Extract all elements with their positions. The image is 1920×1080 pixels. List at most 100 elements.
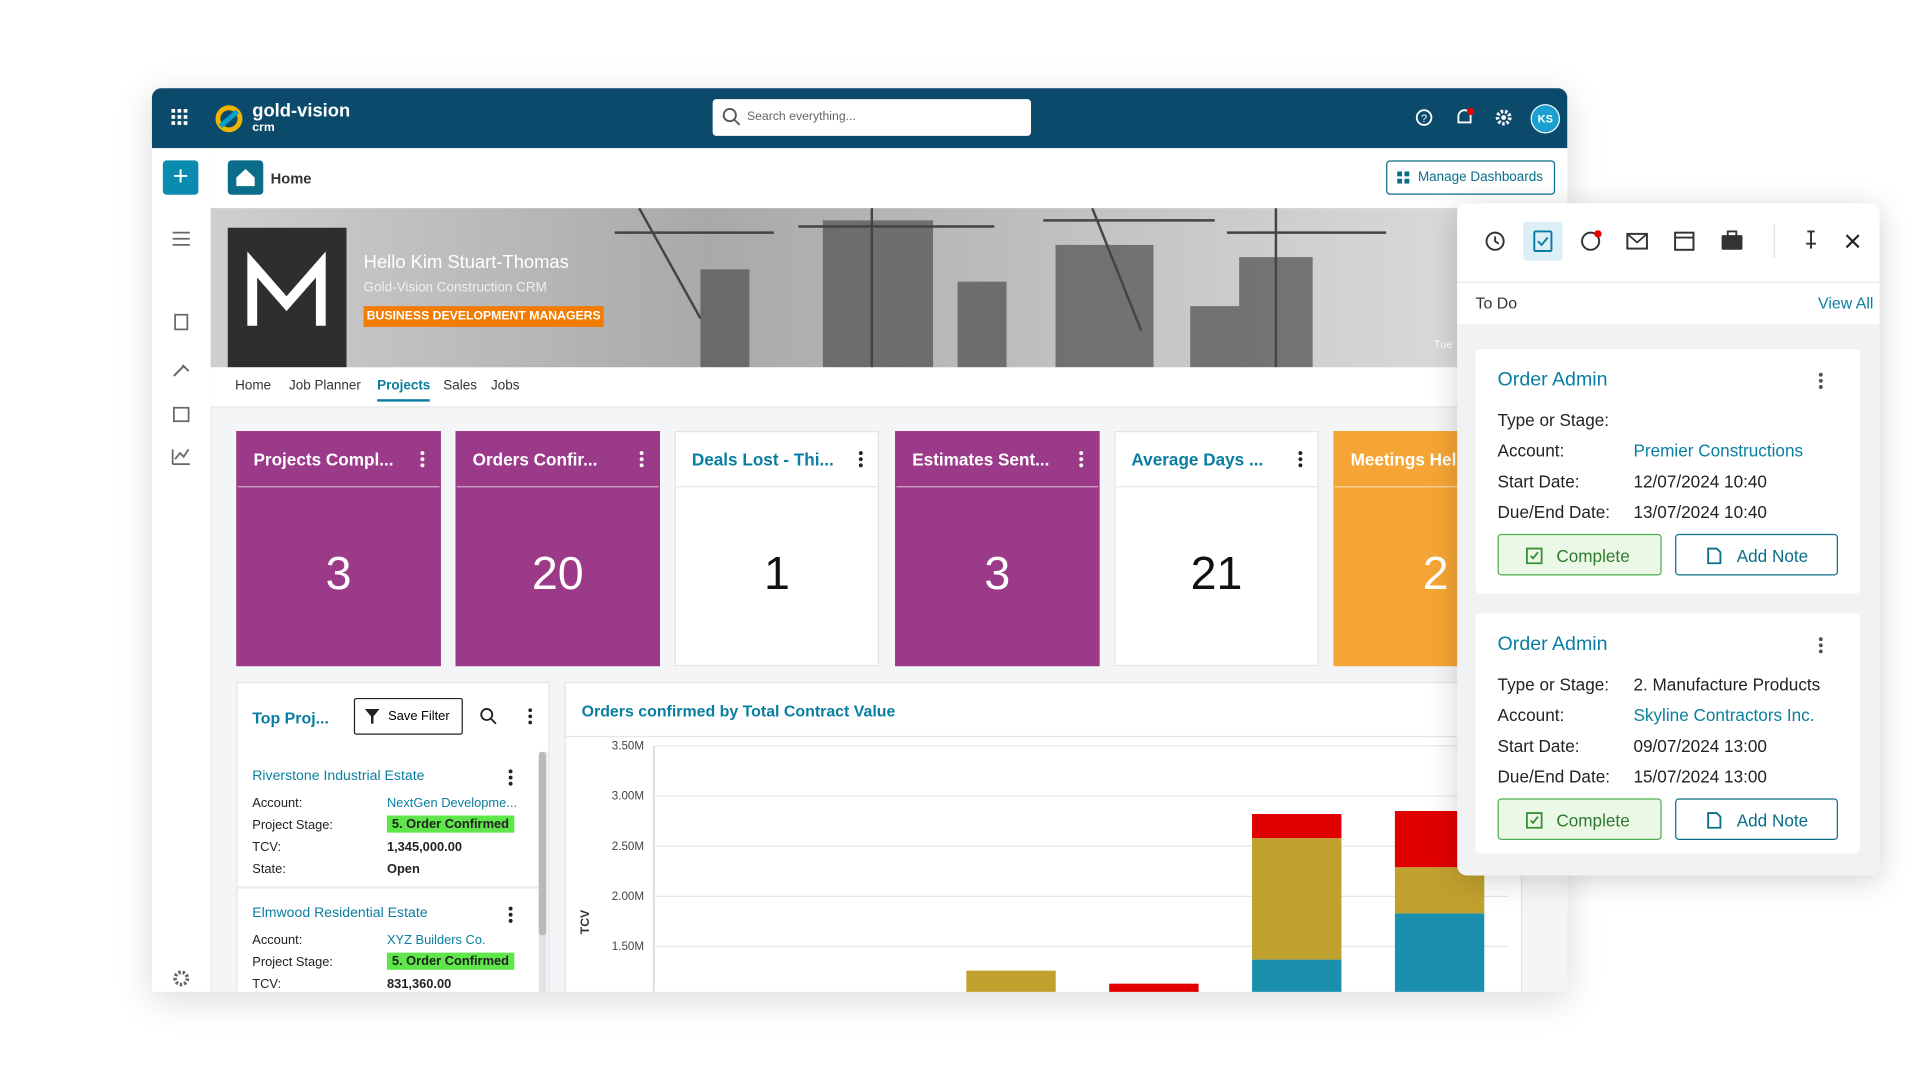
company-logo [227, 227, 347, 368]
todo-item-title[interactable]: Order Admin [1497, 634, 1608, 656]
logo-sub: crm [252, 121, 275, 135]
panel-icons[interactable] [1482, 221, 1874, 261]
kpi-card[interactable]: Average Days ... 21 [1114, 431, 1319, 667]
kebab-icon[interactable] [508, 769, 513, 786]
kebab-icon[interactable] [1818, 637, 1823, 654]
logo-icon [215, 105, 243, 133]
field-label: Project Stage: [252, 817, 334, 833]
settings-side[interactable] [171, 969, 191, 989]
kpi-header: Projects Compl... [237, 432, 440, 488]
tab[interactable]: Job Planner [288, 378, 361, 394]
kpi-card[interactable]: Orders Confir... 20 [455, 431, 661, 667]
dot [639, 463, 644, 468]
kpi-header: Orders Confir... [456, 432, 659, 488]
add-note-button[interactable]: Add Note [1675, 798, 1838, 841]
kpi-card[interactable]: Projects Compl... 3 [236, 431, 441, 667]
bar-segment [1252, 813, 1342, 839]
nav-icons[interactable] [171, 312, 191, 496]
kebab-icon[interactable] [420, 451, 425, 468]
banner-skyline [614, 208, 1387, 368]
dot [1298, 451, 1303, 456]
dot [1818, 384, 1823, 389]
todo-field-label: Due/End Date: [1497, 502, 1611, 522]
search-box[interactable]: Search everything... [712, 99, 1032, 136]
apps-icon[interactable] [171, 108, 188, 126]
app-window: gold-vision crm Search everything... ? K… [151, 88, 1568, 992]
todo-card: Order Admin Type or Stage: 2. Manufacture … [1475, 613, 1861, 854]
check-icon [1526, 812, 1543, 829]
kpi-header: Meetings Hel [1334, 432, 1459, 488]
kpi-value: 1 [763, 548, 790, 601]
dot [858, 457, 863, 462]
add-note-label: Add Note [1736, 546, 1809, 566]
logo-text: gold-vision [252, 100, 351, 122]
menu-icon[interactable] [171, 230, 191, 247]
field-label: TCV: [252, 840, 282, 855]
tab[interactable]: Jobs [491, 378, 520, 394]
bar-segment [1394, 913, 1485, 992]
dot [1079, 451, 1084, 456]
tab[interactable]: Projects [377, 378, 431, 402]
kebab-icon[interactable] [1298, 451, 1303, 468]
complete-button[interactable]: Complete [1497, 798, 1662, 841]
settings-icon[interactable] [1495, 109, 1515, 129]
y-axis-label: TCV [578, 909, 592, 934]
dot [639, 457, 644, 462]
svg-text:?: ? [1421, 113, 1427, 125]
todo-field-label: Start Date: [1497, 471, 1580, 492]
dot [508, 906, 513, 911]
kebab-icon[interactable] [508, 906, 513, 923]
bar-segment [1252, 838, 1342, 960]
avatar[interactable]: KS [1530, 104, 1561, 134]
kpi-value: 3 [984, 548, 1011, 601]
add-note-button[interactable]: Add Note [1675, 533, 1838, 576]
kpi-header: Estimates Sent... [896, 432, 1099, 488]
search-icon[interactable] [480, 708, 497, 725]
projects-panel: Top Proj... Save Filter Riverstone Indus… [236, 682, 550, 992]
kebab-icon[interactable] [639, 451, 644, 468]
kpi-card[interactable]: Estimates Sent... 3 [895, 431, 1100, 667]
kebab-icon[interactable] [858, 451, 863, 468]
todo-field-label: Type or Stage: [1497, 674, 1610, 695]
top-bar: gold-vision crm Search everything... ? K… [151, 88, 1568, 149]
todo-field-label: Start Date: [1497, 735, 1580, 756]
dot [1818, 649, 1823, 654]
dot [858, 463, 863, 468]
panel-header: To Do View All [1457, 203, 1880, 325]
kebab-icon[interactable] [1818, 372, 1823, 389]
kebab-icon[interactable] [1079, 451, 1084, 468]
tab[interactable]: Home [235, 378, 272, 394]
dot [1818, 378, 1823, 383]
kpi-value: 21 [1190, 548, 1243, 601]
scroll-thumb[interactable] [538, 751, 547, 936]
todo-item-title[interactable]: Order Admin [1497, 369, 1608, 391]
dot [1298, 457, 1303, 462]
dot [508, 769, 513, 774]
y-tick-label: 2.00M [612, 890, 644, 903]
home-icon[interactable] [227, 160, 264, 195]
kebab-icon[interactable] [528, 708, 533, 725]
divider [565, 735, 1521, 738]
save-filter-button[interactable]: Save Filter [353, 697, 463, 735]
record-name[interactable]: Elmwood Residential Estate [252, 906, 428, 921]
search-icon [722, 108, 741, 126]
sidebar: + » [151, 148, 212, 992]
record-name[interactable]: Riverstone Industrial Estate [252, 768, 425, 784]
help-icon[interactable]: ? [1415, 109, 1436, 129]
kpi-value: 2 [1422, 548, 1449, 601]
manage-dashboards-button[interactable]: Manage Dashboards [1386, 160, 1556, 195]
field-label: Account: [252, 933, 303, 948]
view-all-link[interactable]: View All [1818, 293, 1874, 313]
note [1707, 812, 1722, 829]
tab[interactable]: Sales [443, 378, 477, 394]
add-button[interactable]: + [162, 160, 199, 195]
record: Riverstone Industrial Estate Account: Next… [237, 751, 539, 888]
todo-field-value: 15/07/2024 13:00 [1633, 766, 1767, 787]
kpi-card[interactable]: Deals Lost - Thi... 1 [674, 431, 880, 667]
bell-icon[interactable] [1455, 107, 1475, 128]
y-tick-label: 3.50M [612, 739, 644, 752]
kpi-card[interactable]: Meetings Hel 2 [1333, 431, 1460, 667]
complete-button[interactable]: Complete [1497, 533, 1662, 576]
